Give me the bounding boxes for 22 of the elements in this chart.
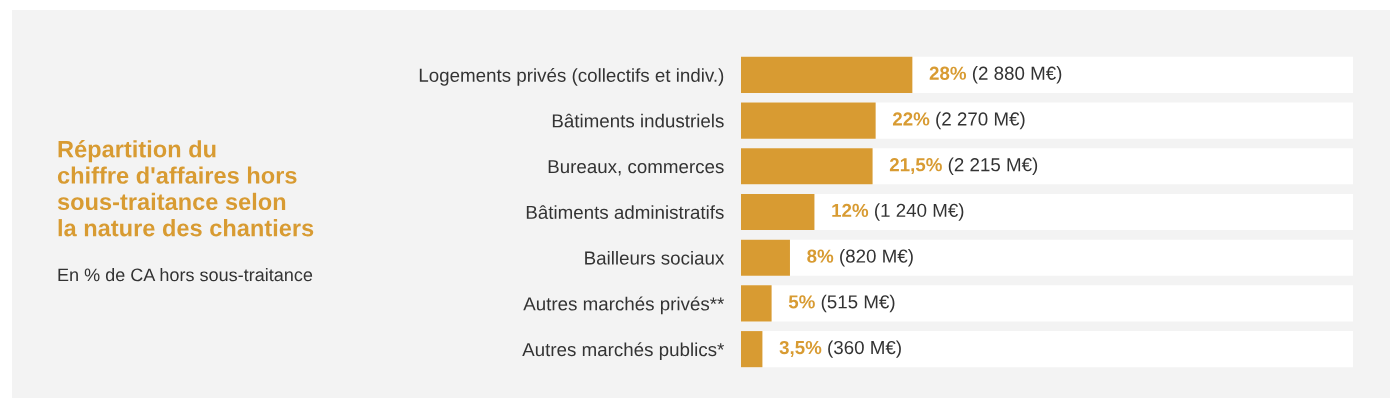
y-tick-label: Bailleurs sociaux [585,250,725,265]
y-tick-label: Logements privés (collectifs et indiv.) [419,67,724,86]
bar [741,331,763,368]
y-tick-label: Bureaux, commerces [548,160,724,176]
data-label: 5% (515 M€) [788,294,895,313]
y-tick-label: Autres marchés privés** [523,296,725,315]
data-label: 3,5% (360 M€) [779,340,901,358]
bar [741,148,873,185]
data-label: 22% (2 270 M€) [892,111,1025,130]
y-tick-label: Bâtiments administratifs [526,205,724,219]
data-label: 21,5% (2 215 M€) [889,157,1038,176]
bar [741,239,790,276]
data-label: 8% (820 M€) [807,248,913,267]
data-label: 28% (2 880 M€) [929,66,1062,84]
y-tick-label: Bâtiments industriels [552,113,724,128]
text: En % de CA hors sous-traitance [58,268,313,282]
bar [741,285,772,322]
y-tick-label: Autres marchés publics* [522,342,725,360]
bar [741,102,876,139]
bar [741,193,815,231]
data-label: 12% (1 240 M€) [832,203,964,221]
text: Répartition du chiffre d'affaires hors sous-traitance selon la nature des chantiers [57,140,314,237]
